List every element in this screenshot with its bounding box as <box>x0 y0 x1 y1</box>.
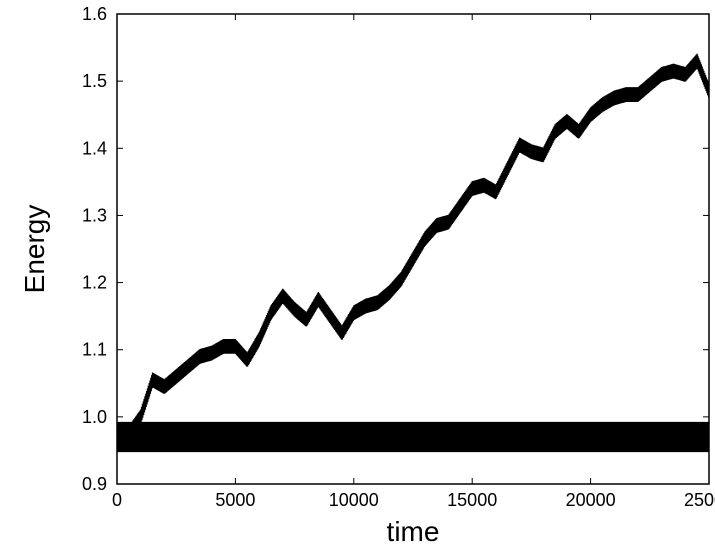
ticks-layer: 0 5000 10000 15000 20000 25000 0.9 1.0 1.1 1.2 1.3… <box>82 4 715 510</box>
x-axis-title: time <box>387 516 440 547</box>
y-tick-label: 1.4 <box>82 138 107 158</box>
x-tick-label: 0 <box>112 490 122 510</box>
x-tick-label: 10000 <box>329 490 379 510</box>
x-tick-label: 25000 <box>684 490 715 510</box>
y-tick-label: 1.1 <box>82 340 107 360</box>
y-tick-label: 1.3 <box>82 205 107 225</box>
plot-frame <box>116 13 710 485</box>
y-tick-label: 1.2 <box>82 273 107 293</box>
y-tick-label: 1.0 <box>82 407 107 427</box>
y-axis-title: Energy <box>19 205 50 294</box>
y-tick-label: 1.5 <box>82 71 107 91</box>
series-band-2 <box>117 427 709 447</box>
series-layer <box>116 53 710 453</box>
y-tick-label: 0.9 <box>82 474 107 494</box>
x-tick-label: 20000 <box>566 490 616 510</box>
series-band-1 <box>117 56 709 442</box>
y-tick-label: 1.6 <box>82 4 107 24</box>
x-tick-label: 15000 <box>447 490 497 510</box>
x-tick-label: 5000 <box>215 490 255 510</box>
series-line-1 <box>116 53 710 445</box>
